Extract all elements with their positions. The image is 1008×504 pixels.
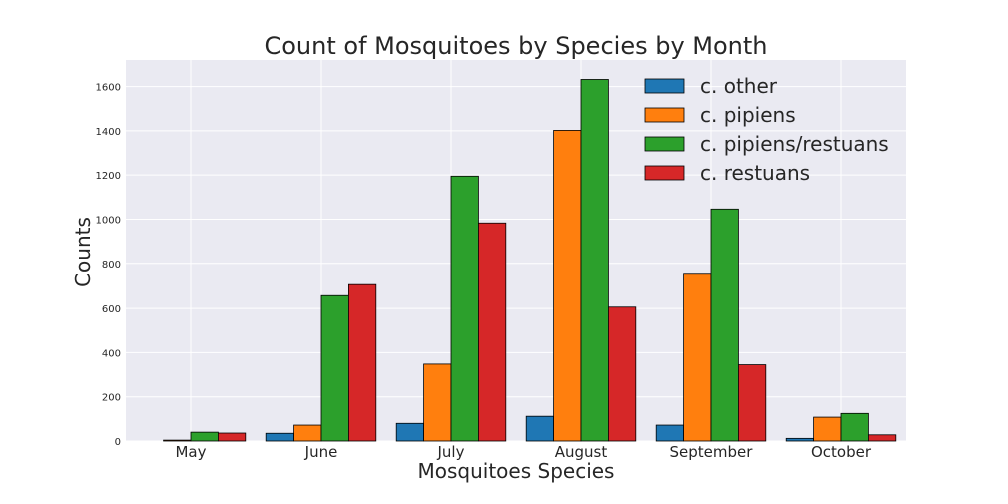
y-tick-label: 1400 xyxy=(96,127,121,138)
bar-july-series-3 xyxy=(477,222,507,442)
bar-may-series-1 xyxy=(163,439,192,442)
y-axis-ticks: 0 200 400 600 800 1000 1200 1400 1600 xyxy=(96,83,121,448)
legend-label: c. restuans xyxy=(700,161,810,185)
y-tick-label: 0 xyxy=(115,437,121,448)
bar-may-series-3 xyxy=(217,432,247,442)
plot-area xyxy=(126,60,906,441)
y-tick-label: 400 xyxy=(102,348,121,359)
bar-october-series-1 xyxy=(813,416,842,442)
bar-september-series-3 xyxy=(738,364,767,442)
legend-label: c. pipiens/restuans xyxy=(700,132,889,156)
bar-july-series-0 xyxy=(395,422,425,442)
bar-june-series-3 xyxy=(347,283,377,442)
bar-june-series-1 xyxy=(293,424,322,442)
y-tick-label: 800 xyxy=(102,260,121,271)
y-tick-label: 200 xyxy=(102,393,121,404)
bar-july-series-2 xyxy=(450,175,479,442)
bar-june-series-0 xyxy=(265,432,295,442)
y-tick-label: 1200 xyxy=(96,171,121,182)
legend-label: c. other xyxy=(700,74,778,98)
x-tick-label-august: August xyxy=(555,443,608,461)
bar-september-series-1 xyxy=(683,273,712,442)
legend: c. other c. pipiens c. pipiens/restuans c. … xyxy=(644,74,889,185)
legend-swatch xyxy=(644,165,685,181)
bar-may-series-2 xyxy=(190,431,219,442)
bar-august-series-3 xyxy=(608,306,637,442)
y-tick-label: 1000 xyxy=(96,215,121,226)
legend-label: c. pipiens xyxy=(700,103,796,127)
bar-august-series-0 xyxy=(525,415,555,442)
x-tick-label-may: May xyxy=(175,443,206,461)
x-tick-label-june: June xyxy=(304,443,338,461)
legend-swatch xyxy=(644,136,685,152)
bar-october-series-0 xyxy=(785,437,815,442)
bar-august-series-2 xyxy=(580,79,609,442)
bar-october-series-2 xyxy=(840,412,869,442)
y-tick-label: 1600 xyxy=(96,83,121,94)
bar-october-series-3 xyxy=(868,434,897,442)
x-tick-label-july: July xyxy=(437,443,465,461)
y-axis-label: Counts xyxy=(71,217,95,287)
x-tick-label-september: September xyxy=(670,443,754,461)
x-tick-label-october: October xyxy=(811,443,872,461)
bar-june-series-2 xyxy=(320,294,349,442)
legend-swatch xyxy=(644,107,685,123)
bar-september-series-2 xyxy=(710,208,739,442)
y-tick-label: 600 xyxy=(102,304,121,315)
chart-title: Count of Mosquitoes by Species by Month xyxy=(264,32,767,60)
legend-swatch xyxy=(644,78,685,94)
x-axis-label: Mosquitoes Species xyxy=(418,459,615,483)
x-axis-ticks: May June July August September October xyxy=(175,443,871,461)
bar-september-series-0 xyxy=(655,424,685,442)
bars xyxy=(163,79,897,442)
bar-august-series-1 xyxy=(553,130,582,442)
bar-july-series-1 xyxy=(423,363,452,442)
